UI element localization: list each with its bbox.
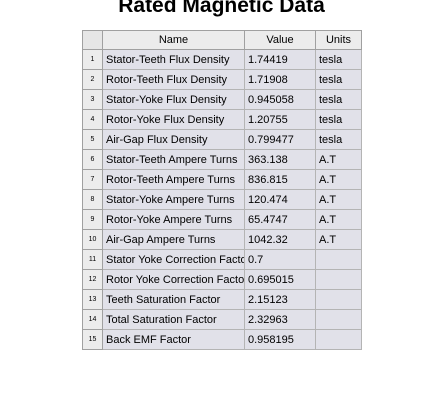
value-cell[interactable]: 2.32963 xyxy=(244,309,316,330)
table-row[interactable]: 4 Rotor-Yoke Flux Density 1.20755 tesla xyxy=(82,109,362,130)
row-index[interactable]: 15 xyxy=(82,329,103,350)
name-cell[interactable]: Stator-Teeth Flux Density xyxy=(102,49,245,70)
name-cell[interactable]: Stator-Yoke Ampere Turns xyxy=(102,189,245,210)
units-cell[interactable] xyxy=(315,249,362,270)
name-cell[interactable]: Rotor-Teeth Ampere Turns xyxy=(102,169,245,190)
name-cell[interactable]: Rotor-Yoke Flux Density xyxy=(102,109,245,130)
value-cell[interactable]: 1042.32 xyxy=(244,229,316,250)
row-index[interactable]: 9 xyxy=(82,209,103,230)
row-index[interactable]: 5 xyxy=(82,129,103,150)
table-row[interactable]: 7 Rotor-Teeth Ampere Turns 836.815 A.T xyxy=(82,169,362,190)
units-cell[interactable]: tesla xyxy=(315,49,362,70)
name-cell[interactable]: Air-Gap Ampere Turns xyxy=(102,229,245,250)
value-cell[interactable]: 0.695015 xyxy=(244,269,316,290)
units-cell[interactable]: A.T xyxy=(315,229,362,250)
column-header-name[interactable]: Name xyxy=(102,30,245,50)
page-title: Rated Magnetic Data xyxy=(118,0,325,17)
magnetic-data-table: Name Value Units 1 Stator-Teeth Flux Den… xyxy=(82,30,362,350)
units-cell[interactable]: A.T xyxy=(315,209,362,230)
name-cell[interactable]: Rotor-Teeth Flux Density xyxy=(102,69,245,90)
units-cell[interactable] xyxy=(315,269,362,290)
row-index[interactable]: 3 xyxy=(82,89,103,110)
table-row[interactable]: 8 Stator-Yoke Ampere Turns 120.474 A.T xyxy=(82,189,362,210)
row-index[interactable]: 1 xyxy=(82,49,103,70)
row-index[interactable]: 7 xyxy=(82,169,103,190)
table-row[interactable]: 9 Rotor-Yoke Ampere Turns 65.4747 A.T xyxy=(82,209,362,230)
table-header-row: Name Value Units xyxy=(82,30,362,50)
table-row[interactable]: 2 Rotor-Teeth Flux Density 1.71908 tesla xyxy=(82,69,362,90)
name-cell[interactable]: Stator-Teeth Ampere Turns xyxy=(102,149,245,170)
table-row[interactable]: 1 Stator-Teeth Flux Density 1.74419 tesl… xyxy=(82,49,362,70)
row-index[interactable]: 10 xyxy=(82,229,103,250)
table-row[interactable]: 3 Stator-Yoke Flux Density 0.945058 tesl… xyxy=(82,89,362,110)
units-cell[interactable]: A.T xyxy=(315,189,362,210)
name-cell[interactable]: Total Saturation Factor xyxy=(102,309,245,330)
units-cell[interactable]: A.T xyxy=(315,149,362,170)
table-row[interactable]: 5 Air-Gap Flux Density 0.799477 tesla xyxy=(82,129,362,150)
row-index[interactable]: 12 xyxy=(82,269,103,290)
units-cell[interactable]: tesla xyxy=(315,69,362,90)
table-row[interactable]: 12 Rotor Yoke Correction Factor 0.695015 xyxy=(82,269,362,290)
column-header-units[interactable]: Units xyxy=(315,30,362,50)
value-cell[interactable]: 0.799477 xyxy=(244,129,316,150)
name-cell[interactable]: Rotor Yoke Correction Factor xyxy=(102,269,245,290)
name-cell[interactable]: Stator-Yoke Flux Density xyxy=(102,89,245,110)
value-cell[interactable]: 120.474 xyxy=(244,189,316,210)
value-cell[interactable]: 0.945058 xyxy=(244,89,316,110)
row-index[interactable]: 11 xyxy=(82,249,103,270)
name-cell[interactable]: Teeth Saturation Factor xyxy=(102,289,245,310)
column-header-value[interactable]: Value xyxy=(244,30,316,50)
value-cell[interactable]: 2.15123 xyxy=(244,289,316,310)
row-index[interactable]: 6 xyxy=(82,149,103,170)
row-index[interactable]: 8 xyxy=(82,189,103,210)
value-cell[interactable]: 1.74419 xyxy=(244,49,316,70)
name-cell[interactable]: Rotor-Yoke Ampere Turns xyxy=(102,209,245,230)
value-cell[interactable]: 65.4747 xyxy=(244,209,316,230)
name-cell[interactable]: Stator Yoke Correction Factor xyxy=(102,249,245,270)
value-cell[interactable]: 0.958195 xyxy=(244,329,316,350)
table-row[interactable]: 13 Teeth Saturation Factor 2.15123 xyxy=(82,289,362,310)
value-cell[interactable]: 1.20755 xyxy=(244,109,316,130)
units-cell[interactable] xyxy=(315,289,362,310)
units-cell[interactable]: tesla xyxy=(315,109,362,130)
table-row[interactable]: 15 Back EMF Factor 0.958195 xyxy=(82,329,362,350)
row-index[interactable]: 14 xyxy=(82,309,103,330)
units-cell[interactable]: tesla xyxy=(315,129,362,150)
units-cell[interactable] xyxy=(315,309,362,330)
row-index[interactable]: 13 xyxy=(82,289,103,310)
value-cell[interactable]: 363.138 xyxy=(244,149,316,170)
name-cell[interactable]: Back EMF Factor xyxy=(102,329,245,350)
units-cell[interactable]: A.T xyxy=(315,169,362,190)
row-index[interactable]: 2 xyxy=(82,69,103,90)
units-cell[interactable]: tesla xyxy=(315,89,362,110)
value-cell[interactable]: 836.815 xyxy=(244,169,316,190)
table-row[interactable]: 14 Total Saturation Factor 2.32963 xyxy=(82,309,362,330)
table-row[interactable]: 6 Stator-Teeth Ampere Turns 363.138 A.T xyxy=(82,149,362,170)
name-cell[interactable]: Air-Gap Flux Density xyxy=(102,129,245,150)
table-row[interactable]: 10 Air-Gap Ampere Turns 1042.32 A.T xyxy=(82,229,362,250)
corner-header[interactable] xyxy=(82,30,103,50)
units-cell[interactable] xyxy=(315,329,362,350)
value-cell[interactable]: 0.7 xyxy=(244,249,316,270)
value-cell[interactable]: 1.71908 xyxy=(244,69,316,90)
table-row[interactable]: 11 Stator Yoke Correction Factor 0.7 xyxy=(82,249,362,270)
row-index[interactable]: 4 xyxy=(82,109,103,130)
